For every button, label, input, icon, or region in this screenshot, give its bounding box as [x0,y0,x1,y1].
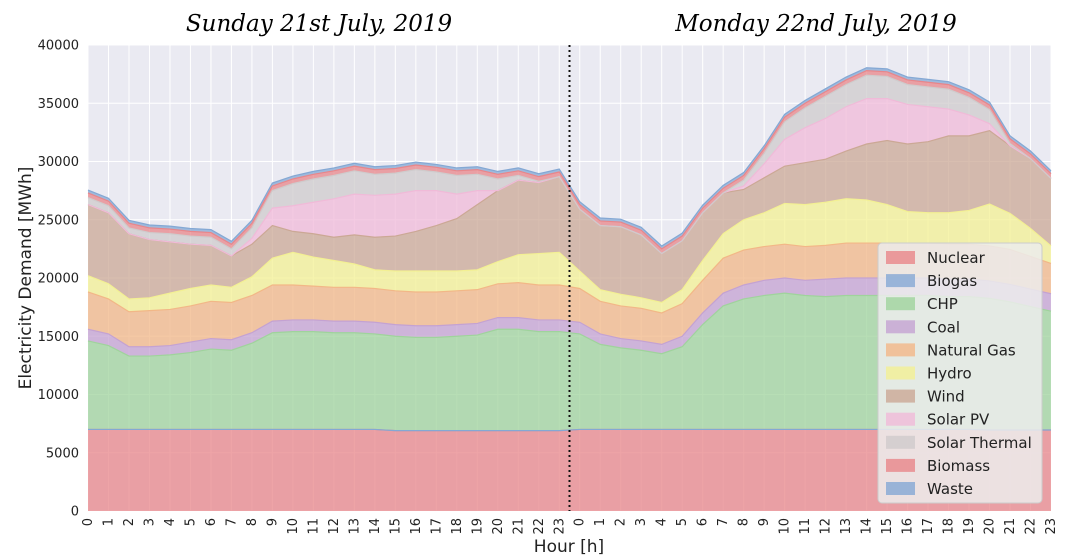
legend-swatch-8 [886,435,915,449]
x-tick-label-44: 20 [983,518,998,535]
x-axis-ticks: 0 1 2 3 4 5 6 7 8 9 10 11 12 13 14 15 16 17 18 19 20 21 22 23 0 1… [81,518,1059,535]
x-tick-label-16: 16 [409,518,424,535]
x-tick-label-6: 6 [204,518,219,526]
x-tick-label-47: 23 [1044,518,1059,535]
legend-swatch-9 [886,458,915,472]
x-tick-label-32: 8 [737,518,752,526]
y-tick-label-0: 0 [71,505,79,520]
x-tick-label-33: 9 [757,518,772,526]
x-tick-label-45: 21 [1003,518,1018,535]
legend-swatch-10 [886,482,915,495]
x-tick-label-34: 10 [778,518,793,535]
edge-solar-thermal [87,74,1052,255]
x-tick-label-1: 1 [101,518,116,526]
x-tick-label-17: 17 [429,518,444,535]
x-tick-label-13: 13 [347,518,362,535]
x-tick-label-35: 11 [798,518,813,535]
legend-label-8: Solar Thermal [927,434,1032,452]
x-tick-label-3: 3 [142,518,157,526]
x-tick-label-2: 2 [122,518,137,526]
x-tick-label-38: 14 [860,518,875,535]
legend-swatch-5 [886,366,915,380]
x-tick-label-7: 7 [224,518,239,526]
legend-box [877,242,1043,504]
x-tick-label-28: 4 [655,518,670,526]
legend-label-4: Natural Gas [927,341,1016,359]
legend: Nuclear Biogas CHP Coal Natural Gas Hydro Wind… [877,242,1043,504]
x-tick-label-0: 0 [81,518,96,526]
legend-label-10: Waste [927,480,973,498]
legend-label-3: Coal [927,318,960,336]
x-tick-label-46: 22 [1024,518,1039,535]
day-title-monday: Monday 22nd July, 2019 [674,11,957,37]
x-tick-label-23: 23 [552,518,567,535]
x-tick-label-9: 9 [265,518,280,526]
y-tick-label-3: 15000 [38,330,79,345]
x-tick-label-12: 12 [327,518,342,535]
x-tick-label-37: 13 [839,518,854,535]
x-tick-label-25: 1 [593,518,608,526]
x-tick-label-4: 4 [163,518,178,526]
area-solar-pv [88,98,1051,256]
x-tick-label-42: 18 [942,518,957,535]
y-tick-label-4: 20000 [38,272,79,287]
legend-swatch-7 [886,412,915,426]
x-tick-label-10: 10 [286,518,301,535]
x-tick-label-14: 14 [368,518,383,535]
x-tick-label-18: 18 [450,518,465,535]
legend-label-2: CHP [927,295,958,313]
legend-label-1: Biogas [927,272,977,290]
x-tick-label-5: 5 [183,518,198,526]
x-tick-label-39: 15 [880,518,895,535]
area-waste [88,67,1051,249]
y-tick-label-2: 10000 [38,388,79,403]
y-tick-label-8: 40000 [38,39,79,54]
legend-swatch-1 [886,274,915,288]
x-tick-label-27: 3 [634,518,649,526]
legend-swatch-4 [886,343,915,357]
y-tick-label-7: 35000 [38,97,79,112]
day-title-sunday: Sunday 21st July, 2019 [186,11,452,37]
legend-label-5: Hydro [927,365,972,383]
y-tick-label-6: 30000 [38,155,79,170]
x-tick-label-29: 5 [675,518,690,526]
x-tick-label-15: 15 [388,518,403,535]
x-tick-label-19: 19 [470,518,485,535]
y-tick-label-5: 25000 [38,213,79,228]
legend-swatch-2 [886,297,915,311]
x-tick-label-40: 16 [901,518,916,535]
legend-label-7: Solar PV [927,411,990,429]
x-tick-label-26: 2 [614,518,629,526]
x-axis-label: Hour [h] [534,537,604,557]
area-hydro [88,198,1051,313]
legend-label-0: Nuclear [927,249,986,267]
x-tick-label-41: 17 [921,518,936,535]
legend-swatch-3 [886,320,915,334]
edge-biomass [87,70,1052,250]
x-tick-label-24: 0 [573,518,588,526]
x-tick-label-43: 19 [962,518,977,535]
x-tick-label-30: 6 [696,518,711,526]
x-tick-label-8: 8 [245,518,260,526]
x-tick-label-36: 12 [819,518,834,535]
x-tick-label-31: 7 [716,518,731,526]
legend-label-6: Wind [927,388,965,406]
legend-label-9: Biomass [927,457,990,475]
legend-swatch-6 [886,389,915,403]
x-tick-label-21: 21 [511,518,526,535]
legend-swatch-0 [886,251,915,264]
y-axis-label: Electricity Demand [MWh] [16,167,36,390]
x-tick-label-11: 11 [306,518,321,535]
y-axis-ticks: 0 5000 10000 15000 20000 25000 30000 35000 40000 [38,39,79,520]
x-tick-label-22: 22 [532,518,547,535]
x-tick-label-20: 20 [491,518,506,535]
y-tick-label-1: 5000 [46,446,79,461]
area-solar-thermal [88,75,1051,256]
